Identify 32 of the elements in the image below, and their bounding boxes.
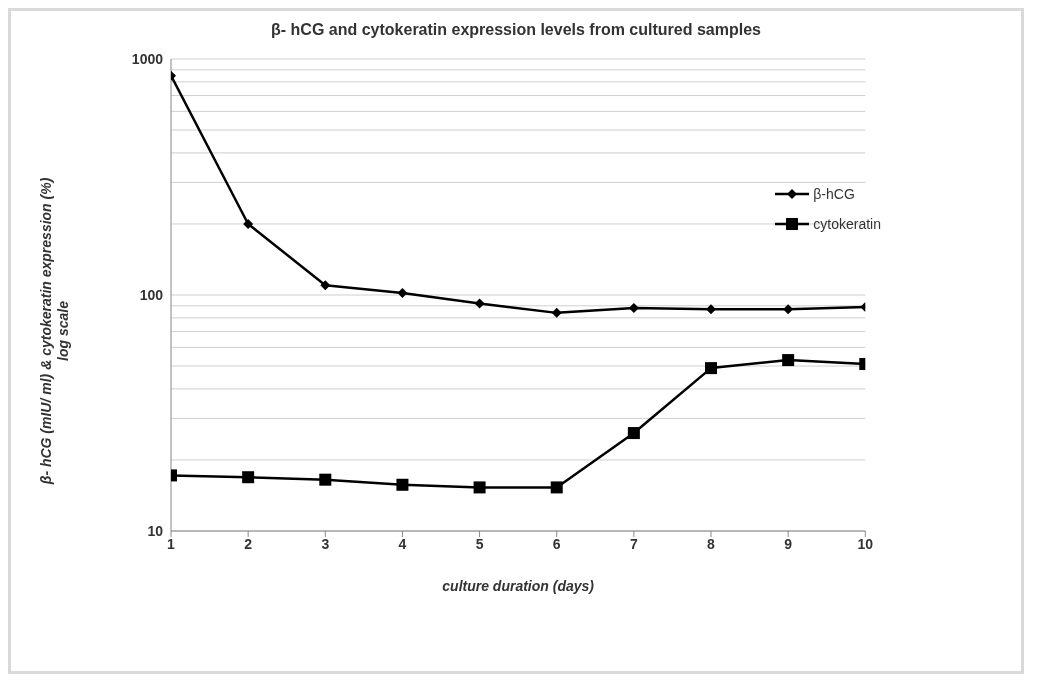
point xyxy=(473,481,486,494)
x-tick-label: 3 xyxy=(321,535,330,552)
legend-label: β-hCG xyxy=(813,186,855,202)
x-tick-label: 6 xyxy=(552,535,561,552)
point xyxy=(243,218,254,229)
point xyxy=(242,471,255,484)
y-tick-label: 10 xyxy=(147,522,164,539)
y-axis-title: β- hCG (mIU/ ml) & cytokeratin expression (%) log scale xyxy=(38,177,71,486)
point xyxy=(397,287,408,298)
point xyxy=(627,427,640,440)
x-tick-label: 7 xyxy=(629,535,638,552)
point xyxy=(551,307,562,318)
x-tick-label: 2 xyxy=(244,535,253,552)
x-tick-label: 8 xyxy=(707,535,716,552)
point xyxy=(396,478,409,491)
x-axis-title: culture duration (days) xyxy=(442,578,595,594)
point xyxy=(320,280,331,291)
x-tick-label: 10 xyxy=(857,535,874,552)
chart-title: β- hCG and cytokeratin expression levels from cultured samples xyxy=(270,21,762,39)
x-tick-label: 9 xyxy=(784,535,793,552)
point xyxy=(783,304,794,315)
x-tick-label: 1 xyxy=(167,535,176,552)
y-tick-label: 1000 xyxy=(131,50,164,67)
point xyxy=(705,362,718,375)
point xyxy=(319,473,332,486)
y-tick-label: 100 xyxy=(139,286,164,303)
point xyxy=(474,298,485,309)
x-tick-label: 4 xyxy=(398,535,407,552)
legend-label: cytokeratin xyxy=(813,216,881,232)
x-tick-label: 5 xyxy=(475,535,484,552)
point xyxy=(782,354,795,367)
point xyxy=(550,481,563,494)
